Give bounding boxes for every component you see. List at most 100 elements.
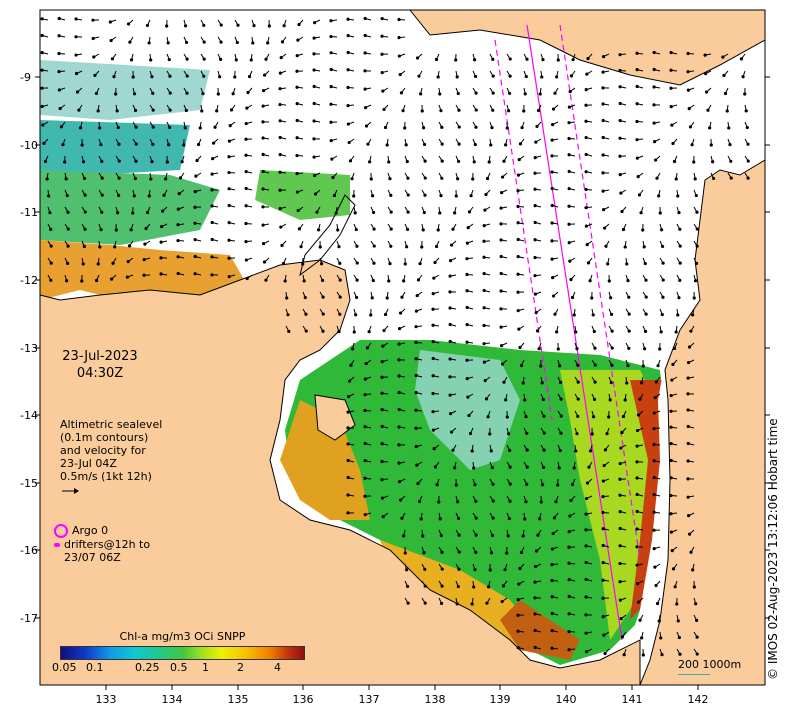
velocity-arrow-head bbox=[338, 312, 342, 316]
velocity-arrow-head bbox=[517, 157, 521, 162]
velocity-arrow-head bbox=[347, 140, 351, 145]
velocity-arrow-head bbox=[471, 177, 475, 181]
velocity-arrow-head bbox=[329, 19, 333, 23]
velocity-arrow-head bbox=[346, 410, 350, 414]
velocity-arrow-head bbox=[618, 173, 622, 177]
velocity-arrow-head bbox=[508, 57, 512, 61]
velocity-arrow-head bbox=[551, 294, 556, 298]
velocity-arrow-head bbox=[145, 23, 150, 28]
velocity-arrow-head bbox=[636, 413, 641, 417]
velocity-arrow-head bbox=[482, 306, 486, 310]
time-text: 04:30Z bbox=[76, 366, 124, 381]
credit-text: © IMOS 02-Aug-2023 13:12:06 Hobart time bbox=[766, 418, 780, 680]
velocity-arrow-head bbox=[694, 193, 698, 198]
velocity-arrow-head bbox=[484, 192, 488, 197]
velocity-arrow-head bbox=[618, 598, 622, 602]
velocity-arrow-head bbox=[167, 125, 172, 130]
velocity-arrow-head bbox=[550, 646, 554, 650]
lon-tick-label: 142 bbox=[688, 693, 709, 706]
velocity-arrow-head bbox=[516, 290, 520, 294]
velocity-arrow-head bbox=[45, 177, 49, 181]
velocity-arrow-head bbox=[499, 206, 503, 210]
velocity-arrow-head bbox=[371, 278, 375, 283]
velocity-arrow-head bbox=[440, 584, 444, 588]
velocity-arrow-head bbox=[127, 244, 132, 248]
velocity-arrow-head bbox=[406, 601, 410, 605]
velocity-arrow-head bbox=[465, 272, 469, 277]
velocity-arrow-head bbox=[83, 210, 87, 214]
velocity-arrow-head bbox=[397, 36, 401, 40]
velocity-arrow-head bbox=[483, 378, 487, 383]
velocity-arrow-head bbox=[98, 126, 102, 130]
velocity-arrow-head bbox=[686, 408, 690, 412]
velocity-arrow-head bbox=[415, 463, 419, 467]
velocity-arrow-head bbox=[618, 544, 622, 548]
velocity-arrow-head bbox=[418, 262, 422, 266]
velocity-arrow-head bbox=[652, 510, 656, 514]
velocity-arrow-head bbox=[619, 191, 623, 195]
velocity-arrow-head bbox=[400, 295, 404, 299]
velocity-arrow-head bbox=[312, 137, 316, 141]
velocity-arrow-head bbox=[688, 532, 692, 536]
velocity-arrow-head bbox=[672, 159, 677, 164]
velocity-arrow-head bbox=[661, 295, 665, 299]
velocity-arrow-head bbox=[112, 75, 116, 79]
land bbox=[39, 9, 766, 686]
velocity-arrow-head bbox=[321, 329, 325, 333]
velocity-arrows bbox=[40, 16, 750, 657]
velocity-arrow-head bbox=[99, 143, 103, 147]
velocity-arrow-head bbox=[227, 155, 231, 159]
velocity-arrow-head bbox=[669, 530, 673, 534]
velocity-arrow-head bbox=[584, 224, 588, 228]
velocity-arrow-head bbox=[453, 211, 457, 215]
velocity-arrow-head bbox=[415, 56, 420, 60]
velocity-arrow-head bbox=[601, 153, 605, 157]
velocity-arrow-head bbox=[402, 534, 406, 538]
velocity-arrow-head bbox=[387, 160, 391, 164]
velocity-arrow-head bbox=[385, 296, 389, 300]
velocity-arrow-head bbox=[635, 563, 639, 567]
velocity-arrow-head bbox=[261, 169, 265, 174]
velocity-arrow-head bbox=[200, 109, 204, 113]
velocity-arrow-head bbox=[41, 123, 45, 127]
velocity-arrow-head bbox=[576, 363, 580, 367]
velocity-arrow-head bbox=[380, 496, 384, 500]
velocity-arrow-head bbox=[440, 567, 444, 571]
velocity-arrow-head bbox=[505, 126, 509, 130]
colorbar-tick-label: 0.05 bbox=[52, 661, 77, 674]
velocity-arrow-head bbox=[315, 210, 319, 214]
velocity-arrow-head bbox=[518, 566, 522, 571]
velocity-arrow-head bbox=[439, 194, 443, 198]
velocity-arrow-head bbox=[507, 109, 511, 113]
velocity-arrow-head bbox=[593, 346, 597, 350]
velocity-arrow-head bbox=[472, 585, 476, 589]
velocity-arrow-head bbox=[372, 227, 376, 231]
lat-tick-label: -16 bbox=[20, 544, 38, 557]
velocity-arrow-head bbox=[108, 20, 112, 24]
velocity-arrow-head bbox=[660, 312, 664, 317]
velocity-arrow-head bbox=[131, 75, 135, 79]
velocity-arrow-head bbox=[295, 118, 299, 123]
velocity-arrow-head bbox=[431, 428, 435, 432]
velocity-arrow-head bbox=[550, 578, 554, 583]
velocity-arrow-head bbox=[567, 561, 571, 565]
velocity-arrow-head bbox=[505, 415, 509, 419]
velocity-arrow-head bbox=[354, 313, 358, 317]
velocity-arrow-head bbox=[516, 189, 520, 193]
velocity-arrow-head bbox=[627, 346, 631, 350]
velocity-arrow-head bbox=[686, 459, 690, 463]
velocity-arrow-head bbox=[635, 444, 639, 448]
velocity-arrow-head bbox=[176, 238, 180, 243]
velocity-arrow-head bbox=[405, 159, 409, 164]
velocity-arrow-head bbox=[709, 143, 713, 147]
velocity-arrow-head bbox=[266, 41, 270, 45]
velocity-arrow-head bbox=[397, 480, 402, 484]
velocity-arrow-head bbox=[65, 261, 70, 266]
lat-tick-label: -12 bbox=[20, 274, 38, 287]
colorbar-title: Chl-a mg/m3 OCi SNPP bbox=[119, 630, 246, 643]
velocity-arrow-head bbox=[372, 261, 376, 265]
velocity-arrow-head bbox=[355, 261, 359, 265]
velocity-arrow-head bbox=[47, 194, 51, 198]
velocity-arrow-head bbox=[202, 40, 206, 44]
velocity-arrow-head bbox=[219, 40, 223, 44]
